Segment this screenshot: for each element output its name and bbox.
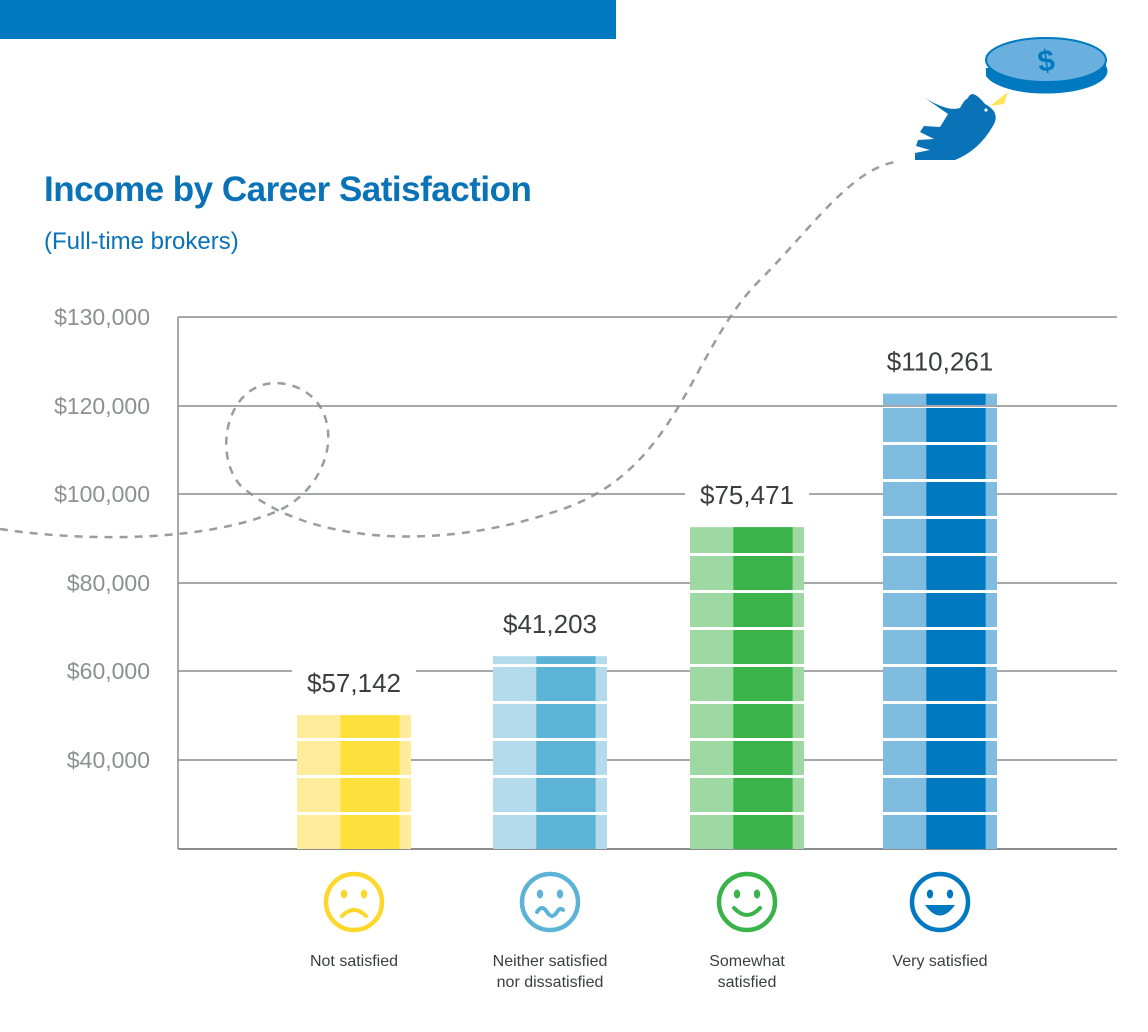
category-labels: Not satisfied Neither satisfied nor dissat… bbox=[310, 953, 988, 991]
bar-slab-core bbox=[536, 704, 596, 738]
category-label: Somewhat bbox=[709, 953, 785, 970]
bar bbox=[297, 715, 411, 849]
frown-face-icon bbox=[323, 871, 385, 933]
coin-icon: $ bbox=[985, 37, 1108, 94]
bar-slab-core bbox=[340, 715, 400, 738]
bar-slab-core bbox=[926, 408, 986, 442]
bar-slab-core bbox=[926, 741, 986, 775]
dashed-flight-path bbox=[0, 160, 896, 539]
data-label: $75,471 bbox=[700, 480, 794, 510]
bar-slab-core bbox=[926, 704, 986, 738]
bar-slab-core bbox=[926, 519, 986, 553]
bars bbox=[297, 393, 997, 849]
chart-title: Income by Career Satisfaction bbox=[44, 170, 532, 209]
bar-slab-core bbox=[340, 778, 400, 812]
grin-face-icon bbox=[909, 871, 971, 933]
data-label-bg bbox=[488, 607, 612, 642]
bar-slab-core bbox=[926, 815, 986, 849]
bar-slab-core bbox=[926, 482, 986, 516]
bar-slab-core bbox=[733, 778, 793, 812]
bar-slab-core bbox=[536, 667, 596, 701]
bar-slab-core bbox=[340, 741, 400, 775]
category-label: nor dissatisfied bbox=[497, 974, 604, 991]
bar-slab-core bbox=[926, 556, 986, 590]
bar-slab-core bbox=[340, 815, 400, 849]
wavy-mouth-face-icon bbox=[519, 871, 581, 933]
bar bbox=[883, 393, 997, 849]
category-label: satisfied bbox=[718, 974, 777, 991]
bird-icon bbox=[915, 92, 1008, 160]
y-tick-label: $60,000 bbox=[67, 658, 150, 684]
smile-face-icon bbox=[716, 871, 778, 933]
y-tick-label: $120,000 bbox=[54, 393, 150, 419]
category-label: Not satisfied bbox=[310, 953, 398, 970]
bar-slab-core bbox=[733, 667, 793, 701]
data-labels: $57,142 $41,203 $75,471 $110,261 bbox=[292, 344, 1002, 701]
bar-slab-core bbox=[536, 815, 596, 849]
data-label-bg bbox=[292, 666, 416, 701]
data-label-bg bbox=[685, 478, 809, 513]
bar-slab-core bbox=[733, 630, 793, 664]
bar-slab-core bbox=[926, 393, 986, 405]
y-tick-label: $80,000 bbox=[67, 570, 150, 596]
bar-slab-core bbox=[733, 815, 793, 849]
bar-slab-core bbox=[926, 778, 986, 812]
y-tick-label: $100,000 bbox=[54, 481, 150, 507]
category-label: Very satisfied bbox=[892, 953, 987, 970]
dollar-sign-icon: $ bbox=[1036, 44, 1057, 79]
bar bbox=[493, 656, 607, 849]
bar-slab-core bbox=[926, 667, 986, 701]
category-icons bbox=[323, 871, 971, 933]
bar-slab-core bbox=[926, 445, 986, 479]
data-label: $110,261 bbox=[887, 347, 994, 377]
y-tick-label: $130,000 bbox=[54, 304, 150, 330]
data-label-bg bbox=[878, 344, 1002, 379]
bar bbox=[690, 527, 804, 849]
y-axis-ticks: $130,000 $120,000 $100,000 $80,000 $60,000 $4… bbox=[54, 304, 150, 773]
bar-slab-core bbox=[733, 527, 793, 553]
bar-slab-core bbox=[536, 778, 596, 812]
bar-slab-core bbox=[536, 741, 596, 775]
data-label: $41,203 bbox=[503, 609, 597, 639]
y-tick-label: $40,000 bbox=[67, 747, 150, 773]
top-banner-bar bbox=[0, 0, 616, 39]
bar-slab-core bbox=[733, 704, 793, 738]
category-label: Neither satisfied bbox=[493, 953, 608, 970]
data-label: $57,142 bbox=[307, 668, 401, 698]
chart-subtitle: (Full-time brokers) bbox=[44, 228, 239, 255]
bar-slab-core bbox=[926, 630, 986, 664]
bar-slab-core bbox=[536, 656, 596, 664]
bar-slab-core bbox=[733, 741, 793, 775]
bar-slab-core bbox=[926, 593, 986, 627]
bar-slab-core bbox=[733, 593, 793, 627]
bar-slab-core bbox=[733, 556, 793, 590]
